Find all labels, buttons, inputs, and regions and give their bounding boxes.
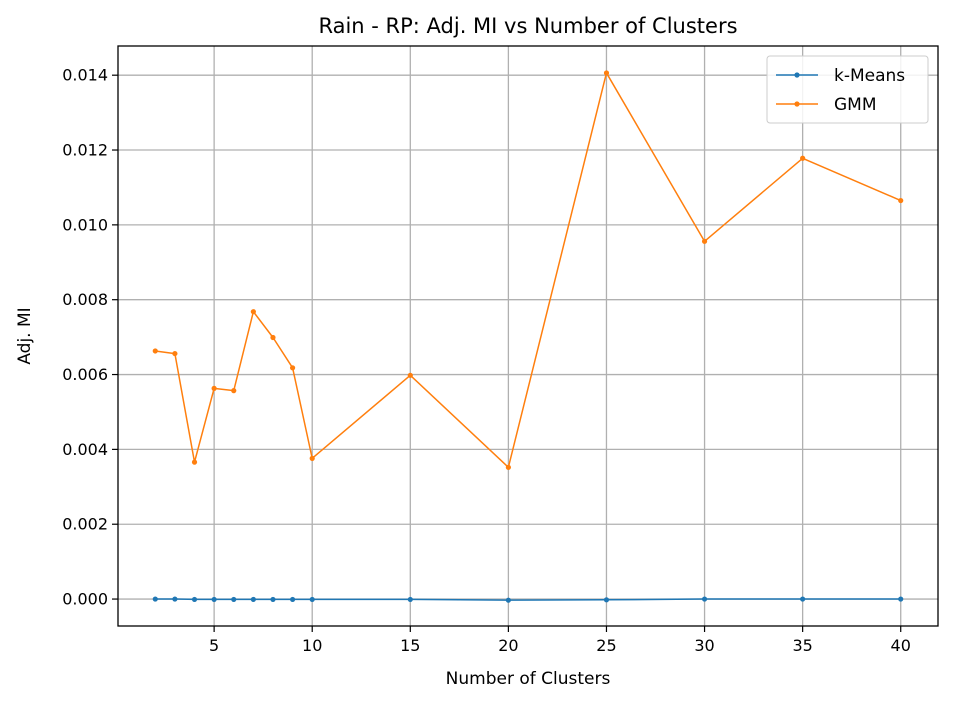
- data-point-gmm: [191, 459, 198, 465]
- data-point-k-means: [211, 596, 217, 603]
- y-tick-label: 0.008: [62, 290, 108, 309]
- data-point-gmm: [603, 70, 610, 76]
- x-tick-label: 40: [891, 636, 911, 655]
- data-point-k-means: [172, 596, 178, 602]
- data-point-k-means: [289, 596, 296, 603]
- series-gmm: [152, 70, 904, 470]
- x-tick-label: 35: [792, 636, 812, 655]
- legend-label: k-Means: [834, 66, 905, 86]
- data-point-k-means: [701, 596, 708, 602]
- axes: 5 10 15 20 25 30 35 40 0.000 0.002 0.004 0.006 0.008…: [62, 66, 911, 655]
- plot-frame: [117, 45, 939, 627]
- legend-swatch-marker: [794, 101, 800, 107]
- data-point-k-means: [191, 596, 198, 603]
- y-tick-label: 0.004: [62, 440, 108, 459]
- plot-series: [152, 70, 904, 603]
- data-point-k-means: [505, 597, 511, 603]
- data-point-gmm: [800, 155, 806, 161]
- y-tick-label: 0.014: [62, 66, 108, 85]
- y-tick-label: 0.012: [62, 141, 108, 160]
- series-k-means: [152, 596, 904, 603]
- data-point-gmm: [701, 238, 708, 244]
- data-point-gmm: [211, 385, 217, 391]
- legend: k-Means GMM: [766, 55, 929, 124]
- data-point-k-means: [603, 597, 610, 603]
- data-point-gmm: [407, 372, 413, 378]
- legend-label: GMM: [834, 95, 877, 115]
- data-point-k-means: [270, 596, 276, 603]
- legend-box: [766, 55, 929, 124]
- x-tick-label: 30: [694, 636, 714, 655]
- legend-item-k-means: k-Means: [776, 66, 905, 86]
- data-point-gmm: [898, 197, 904, 204]
- y-tick-label: 0.000: [62, 590, 108, 609]
- data-point-k-means: [231, 596, 237, 603]
- x-tick-label: 5: [209, 636, 219, 655]
- data-point-gmm: [309, 455, 315, 461]
- y-tick-label: 0.010: [62, 215, 108, 234]
- data-point-gmm: [172, 350, 178, 357]
- x-tick-label: 15: [400, 636, 420, 655]
- data-point-gmm: [505, 464, 511, 470]
- data-point-k-means: [309, 596, 315, 603]
- data-point-gmm: [231, 388, 237, 394]
- data-point-gmm: [250, 309, 256, 315]
- data-point-k-means: [250, 596, 256, 603]
- y-axis-label: Adj. MI: [15, 307, 35, 364]
- data-point-gmm: [289, 365, 296, 371]
- y-tick-label: 0.006: [62, 365, 108, 384]
- data-point-k-means: [407, 596, 413, 603]
- x-tick-label: 25: [596, 636, 616, 655]
- legend-swatch-marker: [794, 72, 800, 78]
- data-point-k-means: [898, 596, 904, 602]
- x-tick-label: 20: [498, 636, 518, 655]
- x-axis-label: Number of Clusters: [446, 669, 611, 689]
- x-tick-label: 10: [302, 636, 322, 655]
- data-point-k-means: [152, 596, 158, 602]
- legend-item-gmm: GMM: [776, 95, 877, 115]
- data-point-gmm: [270, 334, 276, 341]
- y-tick-label: 0.002: [62, 515, 108, 534]
- data-point-gmm: [152, 348, 158, 354]
- chart-title: Rain - RP: Adj. MI vs Number of Clusters: [318, 14, 737, 38]
- data-point-k-means: [800, 596, 806, 602]
